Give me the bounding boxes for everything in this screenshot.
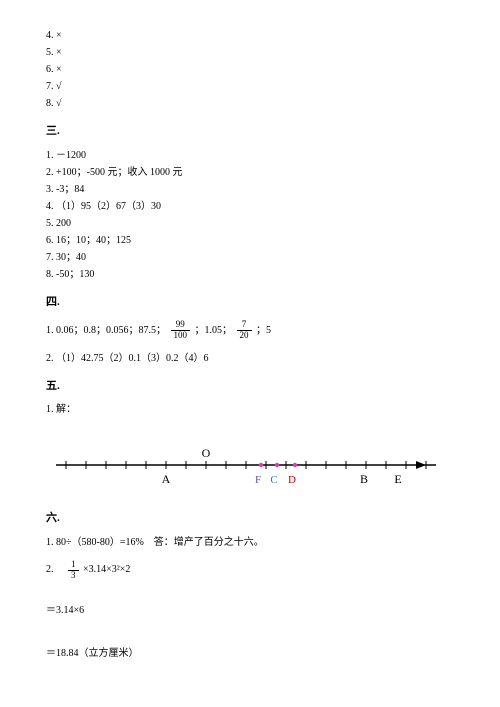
- svg-text:C: C: [270, 474, 277, 486]
- text-span: ；5: [256, 323, 271, 338]
- section-4-title: 四.: [46, 294, 454, 311]
- answer-line: 1. 解：: [46, 402, 454, 417]
- number-line-svg: O A FCD B E: [46, 435, 446, 493]
- judgment-list: 4. × 5. × 6. × 7. √ 8. √: [46, 28, 454, 111]
- section-6-title: 六.: [46, 510, 454, 527]
- answer-line: 6. 16；10；40；125: [46, 233, 454, 248]
- judge-item: 5. ×: [46, 45, 454, 60]
- judge-mark: √: [56, 98, 62, 109]
- answer-line: 2. +100；-500 元；收入 1000 元: [46, 165, 454, 180]
- svg-text:B: B: [360, 472, 368, 486]
- section-6-body: 1. 80÷（580-80）=16% 答：增产了百分之十六。 2. 1 3 ×3…: [46, 535, 454, 661]
- svg-text:A: A: [162, 472, 171, 486]
- fraction: 99 100: [171, 320, 191, 341]
- judge-mark: ×: [56, 47, 62, 58]
- fraction-den: 100: [171, 331, 191, 341]
- section-3-title: 三.: [46, 123, 454, 140]
- fraction: 7 20: [237, 320, 252, 341]
- section-5-title: 五.: [46, 378, 454, 395]
- answer-line: 5. 200: [46, 216, 454, 231]
- answer-line: 3. -3；84: [46, 182, 454, 197]
- svg-text:O: O: [202, 446, 211, 460]
- judge-item: 8. √: [46, 96, 454, 111]
- number-line-diagram: O A FCD B E: [46, 435, 454, 498]
- judge-num: 8.: [46, 98, 54, 109]
- fraction-den: 20: [237, 331, 252, 341]
- section-5-body: 1. 解： O A FCD B E: [46, 402, 454, 498]
- svg-text:D: D: [288, 474, 296, 486]
- svg-text:F: F: [255, 474, 261, 486]
- section-3-body: 1. －1200 2. +100；-500 元；收入 1000 元 3. -3；…: [46, 148, 454, 282]
- answer-line: 4. （1）95（2）67（3）30: [46, 199, 454, 214]
- answer-line: 2. （1）42.75（2）0.1（3）0.2（4）6: [46, 351, 454, 366]
- fraction: 1 3: [68, 560, 79, 581]
- judge-num: 7.: [46, 81, 54, 92]
- answer-line: 1. －1200: [46, 148, 454, 163]
- judge-num: 5.: [46, 47, 54, 58]
- judge-num: 4.: [46, 30, 54, 41]
- text-span: ×3.14×3²×2: [83, 562, 130, 577]
- text-span: 1. 0.06；0.8；0.056；87.5；: [46, 323, 166, 338]
- answer-line: 1. 80÷（580-80）=16% 答：增产了百分之十六。: [46, 535, 454, 550]
- answer-line: 1. 0.06；0.8；0.056；87.5； 99 100 ；1.05； 7 …: [46, 320, 454, 341]
- svg-text:E: E: [394, 472, 401, 486]
- answer-line: ＝3.14×6: [46, 603, 454, 618]
- judge-mark: ×: [56, 30, 62, 41]
- judge-item: 7. √: [46, 79, 454, 94]
- text-span: 2.: [46, 562, 64, 577]
- text-span: ；1.05；: [195, 323, 233, 338]
- answer-line: 2. 1 3 ×3.14×3²×2: [46, 560, 454, 581]
- answer-line: 8. -50；130: [46, 267, 454, 282]
- judge-item: 6. ×: [46, 62, 454, 77]
- judge-mark: ×: [56, 64, 62, 75]
- section-4-body: 1. 0.06；0.8；0.056；87.5； 99 100 ；1.05； 7 …: [46, 320, 454, 366]
- judge-item: 4. ×: [46, 28, 454, 43]
- fraction-den: 3: [68, 571, 79, 581]
- answer-line: 7. 30；40: [46, 250, 454, 265]
- judge-num: 6.: [46, 64, 54, 75]
- answer-line: ＝18.84（立方厘米）: [46, 646, 454, 661]
- judge-mark: √: [56, 81, 62, 92]
